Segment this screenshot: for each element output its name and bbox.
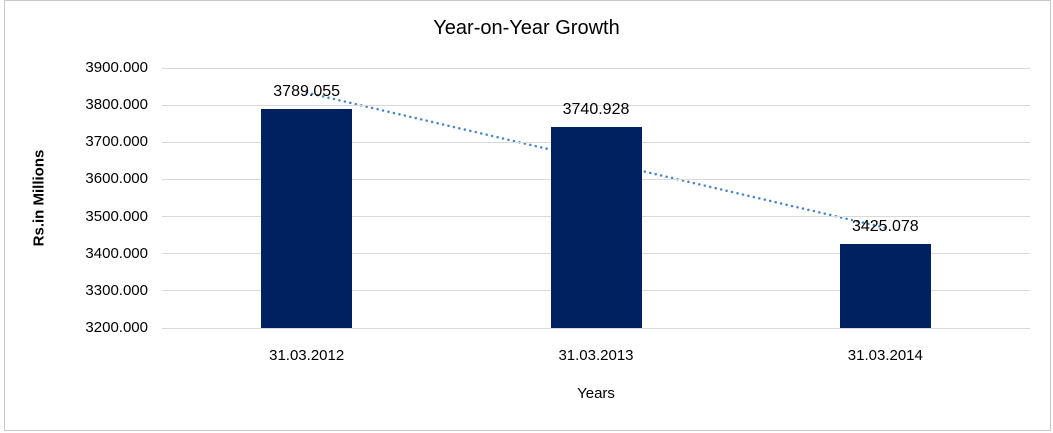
y-tick-label: 3900.000 [85,59,148,76]
y-tick-label: 3300.000 [85,281,148,299]
y-tick-label: 3200.000 [85,319,148,336]
x-tick-label: 31.03.2013 [558,347,634,364]
bar-data-label: 3740.928 [562,101,630,119]
x-axis-title: Years [577,385,615,402]
gridline [162,67,1030,69]
chart-title: Year-on-Year Growth [433,17,620,39]
y-axis-title: Rs.in Millions [30,149,48,247]
bar-data-label: 3425.078 [851,218,919,236]
y-tick-label: 3800.000 [85,96,148,114]
x-tick-label: 31.03.2012 [269,347,345,364]
bar-data-label: 3789.055 [273,83,341,101]
bar-31.03.2014 [839,244,931,328]
gridline [162,327,1030,329]
y-tick-label: 3400.000 [85,244,148,262]
gridline [162,104,1030,106]
bar-31.03.2013 [550,127,642,328]
y-tick-label: 3600.000 [85,170,148,188]
y-tick-label: 3700.000 [85,133,148,151]
bar-31.03.2012 [261,109,353,328]
x-tick-label: 31.03.2014 [847,347,923,364]
plot-area: 3789.055 3740.928 3425.078 [162,67,1030,329]
y-tick-label: 3500.000 [85,207,148,225]
